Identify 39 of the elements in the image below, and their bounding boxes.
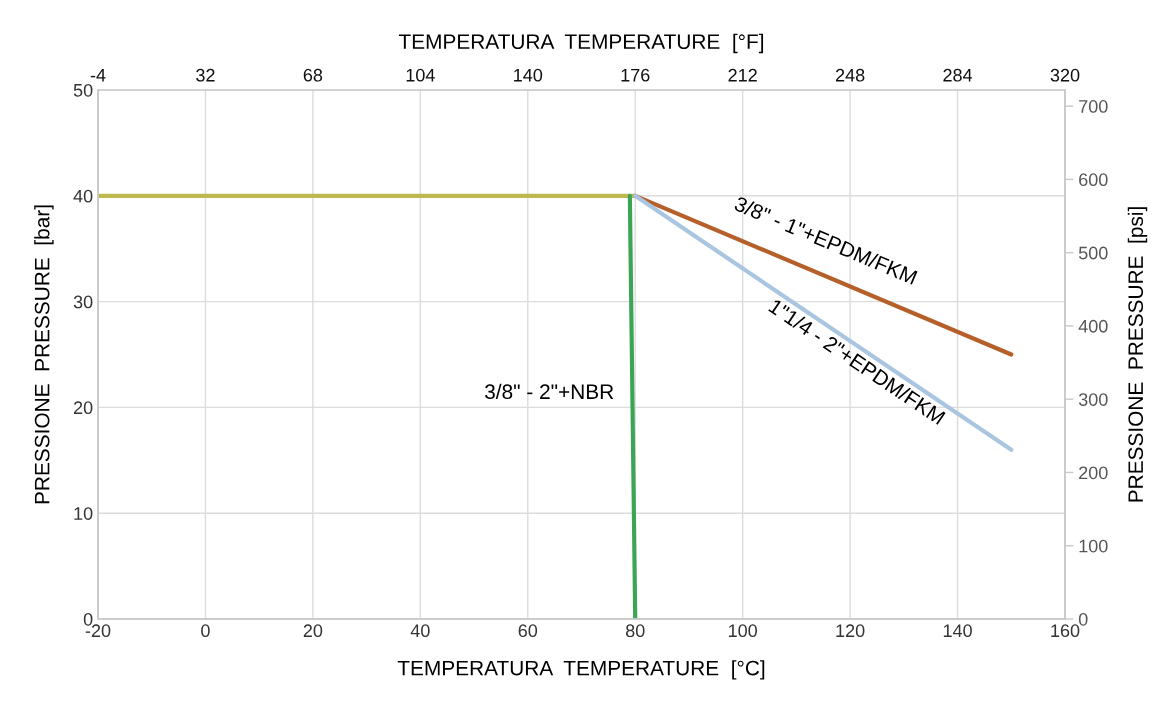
x-tick-label: -20 — [85, 624, 111, 638]
y2-tick-label: 100 — [1079, 539, 1108, 553]
x2-tick-label: 284 — [943, 68, 973, 82]
y2-tick-label: 200 — [1079, 466, 1108, 480]
y-tick-label: 40 — [73, 189, 93, 203]
y2-axis-title: PRESSIONE PRESSURE [psi] — [1127, 207, 1148, 502]
x2-axis-title: TEMPERATURA TEMPERATURE [°F] — [398, 33, 764, 54]
y-tick-label: 20 — [73, 401, 93, 415]
y-axis-title: PRESSIONE PRESSURE [bar] — [34, 205, 54, 504]
y2-tick-label: 700 — [1079, 100, 1108, 113]
x2-tick-label: 32 — [196, 68, 215, 82]
series-label: 3/8" - 2"+NBR — [485, 383, 614, 400]
x2-tick-label: 248 — [835, 68, 865, 82]
x2-tick-label: -4 — [90, 68, 106, 82]
x-tick-label: 160 — [1051, 624, 1080, 638]
x-tick-label: 20 — [303, 624, 323, 638]
x-tick-label: 0 — [201, 624, 210, 638]
y2-tick-label: 300 — [1078, 393, 1108, 406]
x2-tick-label: 212 — [728, 68, 757, 82]
y-tick-label: 30 — [73, 295, 93, 309]
y2-tick-label: 400 — [1078, 319, 1108, 333]
y2-tick-label: 0 — [1078, 612, 1088, 626]
x-tick-label: 60 — [518, 624, 538, 638]
x2-tick-label: 176 — [621, 68, 650, 82]
x-tick-label: 140 — [943, 624, 972, 638]
x2-tick-label: 68 — [303, 68, 323, 82]
x2-tick-label: 140 — [514, 68, 543, 82]
x-tick-label: 80 — [625, 624, 645, 638]
y2-tick-label: 600 — [1079, 173, 1108, 187]
x-tick-label: 100 — [728, 624, 758, 638]
x2-tick-label: 320 — [1050, 68, 1080, 82]
x-axis-title: TEMPERATURA TEMPERATURE [°C] — [397, 660, 765, 680]
y-tick-label: 50 — [73, 83, 93, 97]
y-tick-label: 0 — [83, 612, 93, 626]
x-tick-label: 40 — [410, 624, 430, 638]
x-tick-label: 120 — [836, 624, 865, 638]
x2-tick-label: 104 — [406, 68, 435, 82]
y2-tick-label: 500 — [1078, 246, 1108, 260]
y-tick-label: 10 — [74, 507, 93, 520]
